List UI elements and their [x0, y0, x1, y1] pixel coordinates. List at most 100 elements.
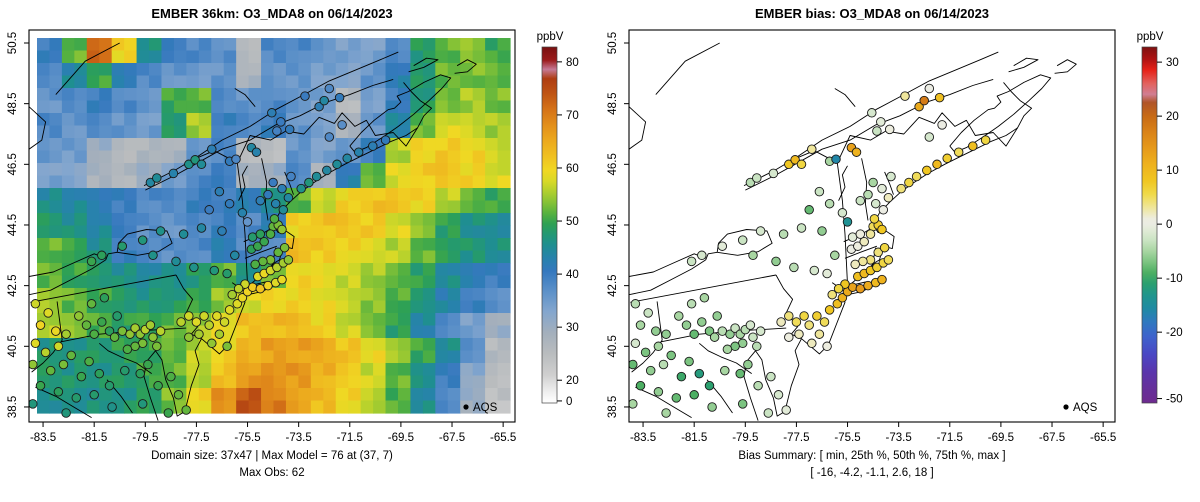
aqs-station-dot: [71, 393, 82, 403]
aqs-station-dot: [763, 408, 774, 418]
aqs-station-dot: [766, 371, 776, 382]
aqs-station-dot: [707, 402, 717, 412]
aqs-station-dot: [717, 241, 728, 251]
aqs-station-dot: [29, 399, 38, 409]
aqs-station-dot: [896, 183, 906, 194]
aqs-station-dot: [273, 247, 283, 258]
aqs-station-dot: [704, 380, 715, 391]
aqs-station-dot: [911, 171, 922, 182]
aqs-station-dot: [730, 323, 740, 333]
aqs-station-dot: [263, 189, 273, 200]
colorbar-tick-label: 40: [566, 269, 579, 281]
colorbar-unit-label: ppbV: [1137, 31, 1164, 43]
aqs-station-dot: [279, 242, 290, 253]
aqs-station-dot: [853, 241, 863, 251]
aqs-station-dot: [232, 299, 243, 309]
x-tick-label: -71.5: [937, 432, 963, 444]
aqs-station-dot: [199, 311, 209, 321]
aqs-station-dot: [267, 108, 277, 118]
colorbar-tick-label: 0: [566, 396, 572, 408]
y-tick-label: 44.5: [607, 214, 619, 236]
aqs-station-dot: [332, 159, 342, 170]
aqs-station-dot: [831, 154, 841, 164]
aqs-station-dot: [865, 255, 876, 265]
aqs-station-dot: [45, 365, 56, 376]
colorbar-tick-label: 50: [566, 216, 579, 228]
aqs-station-dot: [832, 299, 843, 309]
aqs-station-dot: [876, 117, 886, 127]
x-tick-label: -69.5: [988, 432, 1014, 444]
colorbar-tick-label: 30: [1166, 57, 1179, 69]
aqs-station-dot: [97, 250, 107, 261]
aqs-station-dot: [781, 405, 791, 415]
outline-border-ny-east: [236, 162, 248, 285]
aqs-station-dot: [40, 347, 51, 358]
outline-border-canada: [788, 112, 1018, 164]
aqs-station-dot: [353, 147, 364, 157]
colorbar-tick-label: 70: [566, 110, 579, 122]
aqs-station-dot: [143, 359, 153, 370]
aqs-station-dot: [661, 329, 671, 339]
aqs-station-dot: [145, 320, 156, 330]
x-tick-label: -67.5: [439, 432, 465, 444]
x-tick-label: -83.5: [30, 432, 56, 444]
outline-lake-champlain: [238, 165, 248, 201]
y-tick-label: 42.5: [607, 274, 619, 296]
aqs-station-dot: [752, 173, 762, 183]
x-tick-label: -79.5: [132, 432, 158, 444]
aqs-station-dot: [276, 117, 286, 127]
aqs-station-dot: [250, 259, 260, 270]
outline-border-ny-pa: [30, 274, 177, 303]
aqs-station-dot: [337, 120, 347, 130]
aqs-station-dot: [676, 371, 687, 382]
aqs-station-dot: [135, 368, 145, 379]
colorbar-tick-label: 30: [566, 322, 579, 334]
aqs-station-dot: [735, 368, 745, 379]
aqs-station-dot: [661, 408, 671, 418]
aqs-station-dot: [745, 320, 756, 330]
aqs-station-dot: [137, 399, 148, 409]
aqs-station-dot: [709, 332, 720, 342]
aqs-station-dot: [74, 311, 84, 321]
aqs-station-dot: [171, 256, 181, 267]
aqs-station-dot: [214, 329, 225, 339]
aqs-station-dot: [804, 320, 814, 330]
aqs-station-dot: [61, 329, 71, 339]
plot-box-frame: [28, 29, 516, 423]
model-panel-title: EMBER 36km: O3_MDA8 on 06/14/2023: [151, 6, 393, 21]
model-caption-domain: Domain size: 37x47 | Max Model = 76 at (…: [151, 450, 393, 462]
aqs-station-dot: [277, 274, 287, 285]
x-tick-label: -77.5: [183, 432, 209, 444]
aqs-station-dot: [630, 338, 641, 349]
aqs-station-dot: [748, 250, 758, 261]
aqs-station-dot: [311, 171, 322, 182]
aqs-station-dot: [184, 159, 194, 170]
aqs-station-dot: [814, 186, 825, 197]
aqs-station-dot: [53, 341, 64, 352]
aqs-station-dot: [629, 399, 638, 409]
aqs-station-dot: [737, 399, 748, 409]
aqs-station-dot: [653, 387, 664, 397]
aqs-station-dot: [97, 317, 107, 327]
outline-niagara: [705, 251, 718, 261]
aqs-station-dot: [635, 380, 646, 391]
outline-ottawa-river: [655, 42, 720, 95]
aqs-station-dot: [697, 250, 707, 261]
aqs-station-dot: [884, 124, 895, 135]
aqs-station-dot: [145, 177, 156, 188]
aqs-station-dot: [877, 274, 887, 285]
aqs-station-dot: [166, 371, 176, 382]
aqs-station-dot: [942, 153, 952, 164]
aqs-station-dot: [269, 214, 280, 224]
outline-border-oh-pa: [56, 301, 63, 341]
outline-border-potomac: [99, 342, 152, 374]
aqs-station-dot: [804, 205, 814, 215]
aqs-station-dot: [255, 229, 266, 239]
aqs-station-dot: [212, 311, 222, 321]
aqs-station-dot: [922, 165, 932, 176]
aqs-station-dot: [712, 311, 722, 321]
aqs-station-dot: [850, 259, 860, 270]
aqs-legend-dot: [463, 404, 469, 410]
aqs-station-dot: [863, 189, 873, 200]
model-map-plot: -83.5 -81.5 -79.5 -77.5 -75.5 -73.5 -71.5 -69.5…: [7, 29, 579, 444]
